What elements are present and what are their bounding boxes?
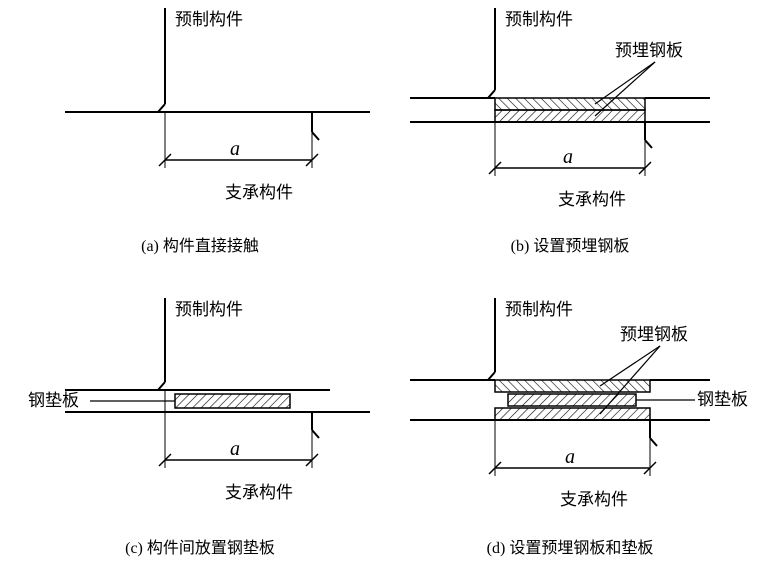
panel-d: 预埋钢板 钢垫板 a 预制构件 支承构件 (410, 298, 748, 509)
prefab-label: 预制构件 (505, 300, 573, 319)
dim-a-label: a (563, 146, 573, 168)
dim-a-label: a (230, 138, 240, 160)
embedded-plate-top (495, 380, 650, 392)
caption-a: (a) 构件直接接触 (20, 232, 380, 256)
support-label: 支承构件 (225, 483, 293, 502)
diagram-page: a 预制构件 支承构件 预埋钢板 a 预制构件 支承构 (0, 0, 760, 569)
dim-a-label: a (230, 438, 240, 460)
steel-pad-label: 钢垫板 (697, 390, 748, 409)
steel-pad-label: 钢垫板 (28, 391, 79, 410)
prefab-label: 预制构件 (175, 10, 243, 29)
embedded-plate-label: 预埋钢板 (620, 325, 688, 344)
caption-b: (b) 设置预埋钢板 (390, 232, 750, 256)
diagram-svg: a 预制构件 支承构件 预埋钢板 a 预制构件 支承构 (0, 0, 760, 569)
support-label: 支承构件 (225, 183, 293, 202)
steel-pad (175, 394, 290, 408)
support-label: 支承构件 (560, 490, 628, 509)
dim-a-label: a (565, 446, 575, 468)
embedded-plate-bottom (495, 408, 650, 420)
embedded-plate-top (495, 98, 645, 110)
support-label: 支承构件 (558, 190, 626, 209)
prefab-label: 预制构件 (505, 10, 573, 29)
panel-a: a 预制构件 支承构件 (65, 8, 370, 202)
embedded-plate-bottom (495, 110, 645, 122)
panel-b: 预埋钢板 a 预制构件 支承构件 (410, 8, 710, 209)
caption-d: (d) 设置预埋钢板和垫板 (390, 534, 750, 558)
caption-c: (c) 构件间放置钢垫板 (20, 534, 380, 558)
prefab-label: 预制构件 (175, 300, 243, 319)
embedded-plate-label: 预埋钢板 (615, 41, 683, 60)
panel-c: 钢垫板 a 预制构件 支承构件 (28, 298, 370, 502)
